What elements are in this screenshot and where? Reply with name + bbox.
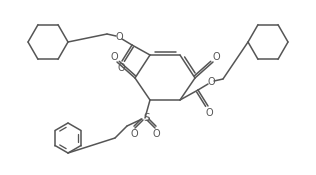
Text: O: O bbox=[205, 108, 213, 118]
Text: O: O bbox=[110, 52, 118, 62]
Text: O: O bbox=[207, 77, 215, 87]
Text: O: O bbox=[212, 52, 220, 62]
Text: O: O bbox=[152, 129, 160, 139]
Text: S: S bbox=[144, 113, 150, 123]
Text: O: O bbox=[117, 63, 125, 73]
Text: O: O bbox=[130, 129, 138, 139]
Text: O: O bbox=[115, 32, 123, 42]
